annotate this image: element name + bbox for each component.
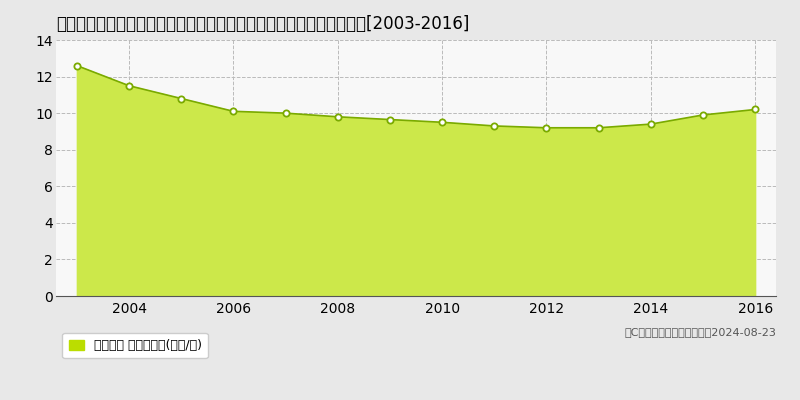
Text: 宮城県黒川郡富谷町とちの木２丁目９番３２４　地価公示　地価推移[2003-2016]: 宮城県黒川郡富谷町とちの木２丁目９番３２４ 地価公示 地価推移[2003-201… (56, 15, 470, 33)
Legend: 地価公示 平均坪単価(万円/坪): 地価公示 平均坪単価(万円/坪) (62, 333, 208, 358)
Text: （C）土地価格ドットコム　2024-08-23: （C）土地価格ドットコム 2024-08-23 (624, 327, 776, 337)
